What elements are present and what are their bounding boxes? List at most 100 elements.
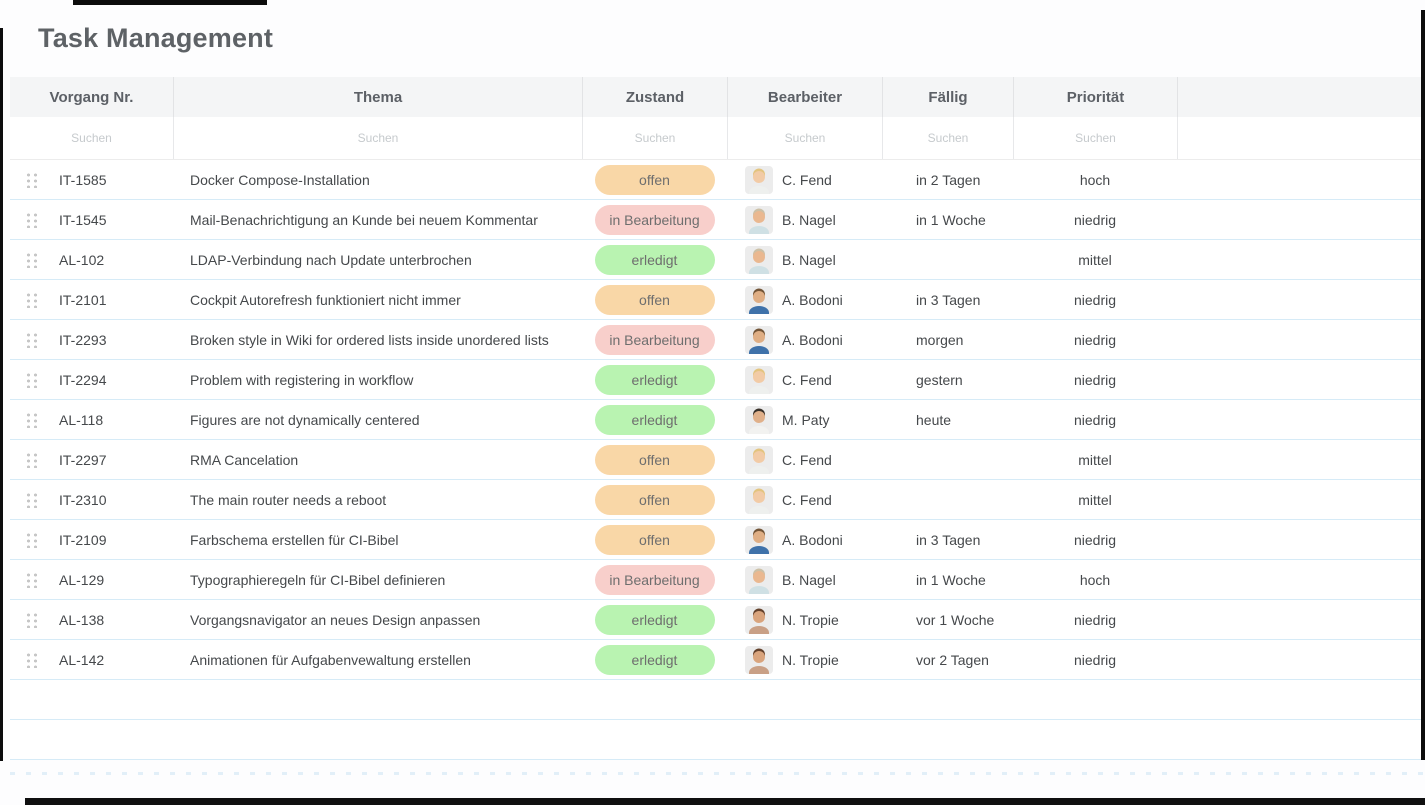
row-faellig-cell: in 3 Tagen <box>882 292 1013 308</box>
row-zustand-cell: in Bearbeitung <box>582 324 727 355</box>
drag-handle-icon[interactable] <box>25 251 37 268</box>
avatar <box>745 285 773 314</box>
window-edge-artifact-left <box>0 28 3 761</box>
table-row[interactable]: IT-2294 Problem with registering in work… <box>10 360 1425 400</box>
search-input-vorgang-nr[interactable] <box>10 117 173 159</box>
row-prioritaet-cell: mittel <box>1013 492 1177 508</box>
prioritaet-value: niedrig <box>1073 611 1117 628</box>
bearbeiter-name: B. Nagel <box>782 251 836 268</box>
window-edge-artifact-bottom <box>25 798 1425 805</box>
drag-handle-icon[interactable] <box>25 451 37 468</box>
task-thema: Vorgangsnavigator an neues Design anpass… <box>190 611 481 628</box>
row-id-cell: IT-2310 <box>10 491 173 508</box>
table-row[interactable]: IT-2109 Farbschema erstellen für CI-Bibe… <box>10 520 1425 560</box>
search-input-prioritaet[interactable] <box>1014 117 1177 159</box>
drag-handle-icon[interactable] <box>25 611 37 628</box>
drag-handle-icon[interactable] <box>25 331 37 348</box>
header-cell-vorgang-nr[interactable]: Vorgang Nr. <box>49 88 134 106</box>
avatar <box>745 325 773 354</box>
avatar <box>745 485 773 514</box>
table-row[interactable]: IT-2101 Cockpit Autorefresh funktioniert… <box>10 280 1425 320</box>
row-bearbeiter-cell: B. Nagel <box>727 205 882 234</box>
search-input-thema[interactable] <box>174 117 582 159</box>
row-zustand-cell: erledigt <box>582 404 727 435</box>
row-thema-cell: The main router needs a reboot <box>173 492 582 508</box>
avatar <box>745 645 773 674</box>
row-zustand-cell: in Bearbeitung <box>582 564 727 595</box>
drag-handle-icon[interactable] <box>25 651 37 668</box>
table-row[interactable]: AL-142 Animationen für Aufgabenvewaltung… <box>10 640 1425 680</box>
prioritaet-value: niedrig <box>1073 371 1117 388</box>
task-id: AL-138 <box>59 611 105 628</box>
task-id: IT-1585 <box>59 171 107 188</box>
row-id-cell: IT-2109 <box>10 531 173 548</box>
row-id-cell: AL-129 <box>10 571 173 588</box>
row-thema-cell: Farbschema erstellen für CI-Bibel <box>173 532 582 548</box>
search-input-faellig[interactable] <box>883 117 1013 159</box>
task-thema: Mail-Benachrichtigung an Kunde bei neuem… <box>190 211 538 228</box>
row-thema-cell: Typographieregeln für CI-Bibel definiere… <box>173 572 582 588</box>
task-thema: LDAP-Verbindung nach Update unterbrochen <box>190 251 472 268</box>
page-title: Task Management <box>38 23 274 53</box>
row-zustand-cell: offen <box>582 284 727 315</box>
bearbeiter-name: N. Tropie <box>782 651 839 668</box>
status-badge: erledigt <box>594 644 715 675</box>
drop-indicator-line <box>10 772 1425 775</box>
row-faellig-cell: vor 2 Tagen <box>882 652 1013 668</box>
row-bearbeiter-cell: C. Fend <box>727 165 882 194</box>
row-prioritaet-cell: niedrig <box>1013 652 1177 668</box>
table-row[interactable]: IT-1545 Mail-Benachrichtigung an Kunde b… <box>10 200 1425 240</box>
prioritaet-value: mittel <box>1078 451 1112 468</box>
drag-handle-icon[interactable] <box>25 211 37 228</box>
table-row[interactable]: AL-129 Typographieregeln für CI-Bibel de… <box>10 560 1425 600</box>
search-input-bearbeiter[interactable] <box>728 117 882 159</box>
row-faellig-cell: in 1 Woche <box>882 572 1013 588</box>
avatar <box>745 405 773 434</box>
drag-handle-icon[interactable] <box>25 411 37 428</box>
task-id: IT-1545 <box>59 211 107 228</box>
faellig-value: in 3 Tagen <box>916 531 981 548</box>
table-row[interactable]: IT-2293 Broken style in Wiki for ordered… <box>10 320 1425 360</box>
drag-handle-icon[interactable] <box>25 571 37 588</box>
task-table: Vorgang Nr. Thema Zustand Bearbeiter Fäl… <box>10 77 1425 775</box>
table-row[interactable]: AL-102 LDAP-Verbindung nach Update unter… <box>10 240 1425 280</box>
row-faellig-cell: morgen <box>882 332 1013 348</box>
header-cell-bearbeiter[interactable]: Bearbeiter <box>727 77 882 117</box>
row-bearbeiter-cell: C. Fend <box>727 445 882 474</box>
prioritaet-value: niedrig <box>1073 531 1117 548</box>
row-zustand-cell: offen <box>582 164 727 195</box>
row-faellig-cell: in 3 Tagen <box>882 532 1013 548</box>
drag-handle-icon[interactable] <box>25 291 37 308</box>
header-cell-faellig[interactable]: Fällig <box>882 77 1013 117</box>
task-thema: Animationen für Aufgabenvewaltung erstel… <box>190 651 471 668</box>
prioritaet-value: hoch <box>1079 171 1111 188</box>
drag-handle-icon[interactable] <box>25 371 37 388</box>
filter-cell-empty <box>1177 117 1425 159</box>
avatar <box>745 565 773 594</box>
row-thema-cell: Vorgangsnavigator an neues Design anpass… <box>173 612 582 628</box>
table-row[interactable]: IT-2310 The main router needs a reboot o… <box>10 480 1425 520</box>
table-row[interactable]: IT-2297 RMA Cancelation offen C. Fend mi… <box>10 440 1425 480</box>
task-id: IT-2101 <box>59 291 107 308</box>
faellig-value: morgen <box>916 331 964 348</box>
prioritaet-value: niedrig <box>1073 211 1117 228</box>
status-badge: in Bearbeitung <box>594 324 715 355</box>
avatar <box>745 525 773 554</box>
header-cell-zustand[interactable]: Zustand <box>582 77 727 117</box>
task-thema: Typographieregeln für CI-Bibel definiere… <box>190 571 446 588</box>
search-input-zustand[interactable] <box>583 117 727 159</box>
table-row[interactable]: AL-118 Figures are not dynamically cente… <box>10 400 1425 440</box>
row-prioritaet-cell: mittel <box>1013 452 1177 468</box>
drag-handle-icon[interactable] <box>25 531 37 548</box>
table-row[interactable]: AL-138 Vorgangsnavigator an neues Design… <box>10 600 1425 640</box>
row-prioritaet-cell: niedrig <box>1013 292 1177 308</box>
faellig-value: gestern <box>916 371 963 388</box>
row-thema-cell: Mail-Benachrichtigung an Kunde bei neuem… <box>173 212 582 228</box>
row-thema-cell: Broken style in Wiki for ordered lists i… <box>173 332 582 348</box>
header-cell-thema[interactable]: Thema <box>173 77 582 117</box>
table-row[interactable]: IT-1585 Docker Compose-Installation offe… <box>10 160 1425 200</box>
drag-handle-icon[interactable] <box>25 491 37 508</box>
drag-handle-icon[interactable] <box>25 171 37 188</box>
header-cell-prioritaet[interactable]: Priorität <box>1013 77 1177 117</box>
avatar <box>745 245 773 274</box>
